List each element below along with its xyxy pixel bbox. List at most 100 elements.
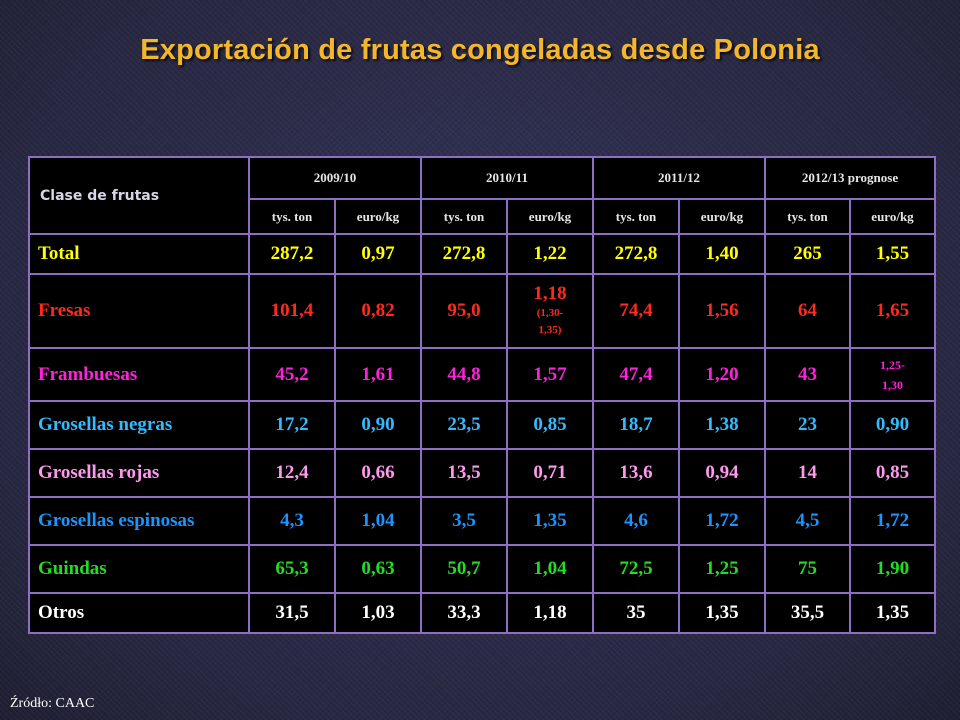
price-range-start: 1,25- [880,357,905,372]
value-cell: 1,90 [849,544,936,594]
unit-header-volume: tys. ton [592,198,680,235]
value-cell-with-note: 1,18 (1,30- 1,35) [506,273,594,349]
value-cell: 1,57 [506,347,594,402]
value-cell: 1,03 [334,592,422,634]
fruit-name-cell: Guindas [28,544,250,594]
value-cell: 1,20 [678,347,766,402]
fruit-export-table: Clase de frutas 2009/10 2010/11 2011/12 … [28,156,936,634]
table-row: Grosellas rojas 12,4 0,66 13,5 0,71 13,6… [28,448,936,498]
value-cell: 18,7 [592,400,680,450]
value-cell: 272,8 [420,233,508,275]
table-row: Fresas 101,4 0,82 95,0 1,18 (1,30- 1,35)… [28,273,936,349]
value-cell: 287,2 [248,233,336,275]
value-cell: 1,18 [506,592,594,634]
value-cell: 23 [764,400,851,450]
value-cell: 33,3 [420,592,508,634]
value-cell: 4,6 [592,496,680,546]
value-cell: 0,66 [334,448,422,498]
header-row-units: tys. ton euro/kg tys. ton euro/kg tys. t… [29,198,936,235]
value-cell: 64 [764,273,851,349]
value-cell: 13,6 [592,448,680,498]
value-cell: 101,4 [248,273,336,349]
table-row: Guindas 65,3 0,63 50,7 1,04 72,5 1,25 75… [28,544,936,594]
page-title: Exportación de frutas congeladas desde P… [140,34,820,66]
value-cell: 0,82 [334,273,422,349]
value-cell-range: 1,25- 1,30 [849,347,936,402]
value-cell: 1,72 [849,496,936,546]
value-cell: 272,8 [592,233,680,275]
value-cell: 45,2 [248,347,336,402]
value-cell: 13,5 [420,448,508,498]
value-cell: 50,7 [420,544,508,594]
season-header: 2011/12 [592,156,766,200]
season-header: 2012/13 prognose [764,156,936,200]
source-note: Źródło: CAAC [10,696,95,711]
value-cell: 0,90 [334,400,422,450]
unit-header-volume: tys. ton [420,198,508,235]
value-cell: 0,71 [506,448,594,498]
value-cell: 35 [592,592,680,634]
value-cell: 1,35 [849,592,936,634]
value-cell: 4,5 [764,496,851,546]
table-row: Frambuesas 45,2 1,61 44,8 1,57 47,4 1,20… [28,347,936,402]
unit-header-price: euro/kg [678,198,766,235]
unit-header-volume: tys. ton [764,198,851,235]
table-row: Total 287,2 0,97 272,8 1,22 272,8 1,40 2… [28,233,936,275]
value-cell: 1,38 [678,400,766,450]
value-cell: 43 [764,347,851,402]
price-range-end: 1,30 [882,377,903,392]
column-header-fruit-class: Clase de frutas [28,156,250,235]
fruit-name-cell: Frambuesas [28,347,250,402]
unit-header-volume: tys. ton [248,198,336,235]
price-range-note: 1,35) [538,324,562,336]
value-cell: 47,4 [592,347,680,402]
value-cell: 265 [764,233,851,275]
fruit-name-cell: Otros [28,592,250,634]
unit-header-price: euro/kg [506,198,594,235]
value-cell: 3,5 [420,496,508,546]
fruit-name-cell: Total [28,233,250,275]
value-cell: 1,72 [678,496,766,546]
value-cell: 1,56 [678,273,766,349]
value-cell: 1,35 [506,496,594,546]
value-cell: 31,5 [248,592,336,634]
value-cell: 1,04 [334,496,422,546]
value-cell: 1,25 [678,544,766,594]
value-cell: 1,40 [678,233,766,275]
header-row-seasons: Clase de frutas 2009/10 2010/11 2011/12 … [28,156,936,235]
value-cell: 35,5 [764,592,851,634]
price-range-note: (1,30- [536,307,564,319]
value-cell: 0,85 [849,448,936,498]
fruit-name-cell: Grosellas negras [28,400,250,450]
fruit-name-cell: Grosellas espinosas [28,496,250,546]
value-cell: 0,63 [334,544,422,594]
table-row: Otros 31,5 1,03 33,3 1,18 35 1,35 35,5 1… [28,592,936,634]
value-cell: 1,04 [506,544,594,594]
price-value: 1,18 [533,283,567,304]
value-cell: 4,3 [248,496,336,546]
value-cell: 0,97 [334,233,422,275]
table-row: Grosellas negras 17,2 0,90 23,5 0,85 18,… [28,400,936,450]
value-cell: 23,5 [420,400,508,450]
season-header: 2010/11 [420,156,594,200]
value-cell: 95,0 [420,273,508,349]
value-cell: 1,55 [849,233,936,275]
value-cell: 0,90 [849,400,936,450]
value-cell: 1,61 [334,347,422,402]
value-cell: 1,22 [506,233,594,275]
value-cell: 44,8 [420,347,508,402]
unit-header-price: euro/kg [334,198,422,235]
value-cell: 17,2 [248,400,336,450]
value-cell: 1,35 [678,592,766,634]
value-cell: 1,65 [849,273,936,349]
fruit-name-cell: Grosellas rojas [28,448,250,498]
value-cell: 75 [764,544,851,594]
value-cell: 12,4 [248,448,336,498]
value-cell: 14 [764,448,851,498]
value-cell: 74,4 [592,273,680,349]
fruit-name-cell: Fresas [28,273,250,349]
value-cell: 72,5 [592,544,680,594]
unit-header-price: euro/kg [849,198,936,235]
value-cell: 0,85 [506,400,594,450]
season-header: 2009/10 [248,156,422,200]
